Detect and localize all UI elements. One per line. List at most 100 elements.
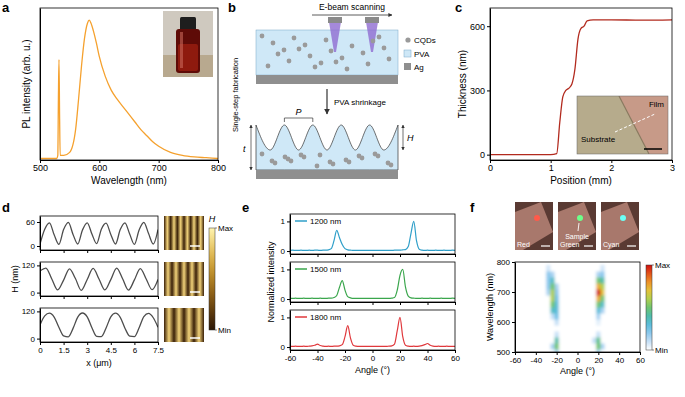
heat-cell [588,277,593,284]
tick [134,296,135,299]
heat-cell [596,325,601,332]
tick-label: 3 [85,346,90,355]
heat-cell [605,331,610,338]
heat-cell [609,301,614,308]
heat-cell [580,307,585,314]
tick-label: 4.5 [106,346,118,355]
line [40,222,158,244]
legend-label: 1200 nm [310,217,341,226]
tick: 0 [488,160,493,173]
tick-label: 40 [424,354,433,363]
heat-cell [546,271,551,278]
heat-cell [563,265,568,272]
tick [111,250,112,253]
heat-cell [584,289,589,296]
tick-label: -60 [510,356,522,365]
plot: -60-40-20020406001Angle (°)1800 nm [281,310,461,375]
tick [455,302,456,305]
colorbar-tick [652,265,654,266]
x-axis: 500600700800 [33,160,226,173]
heat-cell [542,295,547,302]
tick-label: 60 [636,356,645,365]
tick-mark [64,342,65,345]
y-axis-title: Normalized intensity [266,241,276,323]
tick-label: 0 [38,346,43,355]
tick-label: 6 [133,346,138,355]
heat-cell [575,325,580,332]
panel-label: e [242,200,249,215]
tick: 0 [31,242,40,251]
annotation: Sample [565,233,589,241]
heat-cell [571,343,576,350]
tick-label: 0 [281,247,286,256]
heat-cell [592,337,597,344]
line [40,313,158,337]
pva-shrunk [256,125,398,170]
heat-colorbar: MinMax [646,261,670,355]
heat-cell [592,325,597,332]
heat-cell [559,271,564,278]
colorbar-label: Min [218,326,231,335]
heat-cell [575,343,580,350]
tick [134,250,135,253]
heat-cell [575,265,580,272]
tick: 300 [470,86,490,96]
tick-mark [37,293,40,294]
heat-cell [542,271,547,278]
tick [318,302,319,305]
colorbar-tick [652,350,654,351]
thickness-arrow [251,125,252,170]
heat-cell [584,295,589,302]
heat-cell [596,271,601,278]
heat-cell [575,289,580,296]
tick: 40 [615,352,624,365]
x-axis: -60-40-200204060 [510,352,646,365]
tick: -60 [510,352,522,365]
cqd [350,44,355,49]
heat-cell [550,313,555,320]
heat-cell [559,307,564,314]
tick: 1 [549,160,554,173]
tick [158,250,159,253]
ag-layer [256,75,398,84]
tick-mark [134,250,135,253]
tick-mark [87,296,88,299]
x-axis-title: Angle (°) [560,366,595,376]
tick-mark [487,90,490,91]
tick-mark [619,352,620,355]
line [490,20,672,155]
tick-mark [487,155,490,156]
heat-cell [584,313,589,320]
tick-mark [373,254,374,257]
frame [290,310,455,350]
x-axis: 01.534.567.5 [38,342,164,355]
heat-cell [546,313,551,320]
x-axis-title: Angle (°) [355,365,390,375]
cqd [334,60,339,65]
heat-cell [600,271,605,278]
tick-mark [455,254,456,257]
afm-colorbar: HMinMax [209,214,233,335]
tick-label: 600 [470,22,485,32]
tick-label: 7.5 [153,346,165,355]
heat-cell [563,283,568,290]
heat-cell [546,307,551,314]
heat-cell [559,313,564,320]
heat-cell [588,307,593,314]
heat-cell [550,325,555,332]
tick [455,254,456,257]
heat-cell [605,301,610,308]
tick-mark [455,302,456,305]
heat-cell [600,265,605,272]
cqd [260,152,265,157]
tick-mark [578,352,579,355]
tick: 60 [636,352,645,365]
tick-label: 3 [670,163,675,173]
afm-image [164,262,204,296]
heat-cell [550,265,555,272]
tick-label: 60 [451,354,460,363]
heat-cell [588,295,593,302]
heat-cell [596,295,601,302]
cqd [328,160,333,165]
heat-cell [555,277,560,284]
